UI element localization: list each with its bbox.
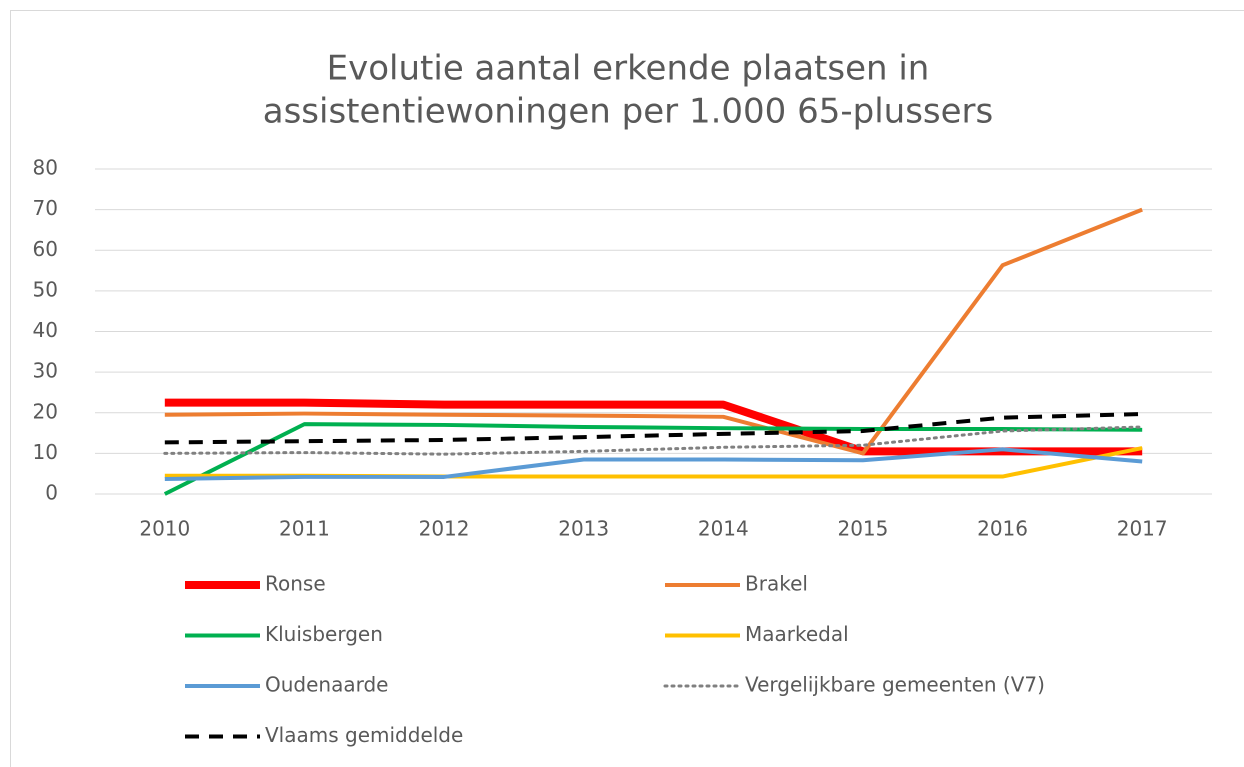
x-tick-label: 2010 [139, 517, 190, 541]
legend-label: Oudenaarde [265, 673, 388, 697]
y-tick-label: 60 [33, 237, 58, 261]
x-tick-label: 2012 [419, 517, 470, 541]
chart-frame [10, 10, 1244, 767]
legend-label: Maarkedal [745, 622, 849, 646]
x-tick-label: 2011 [279, 517, 330, 541]
series-line [163, 422, 1143, 496]
series-line [164, 411, 1143, 445]
y-tick-label: 10 [33, 440, 58, 464]
x-tick-label: 2013 [558, 517, 609, 541]
chart-title: assistentiewoningen per 1.000 65-plusser… [263, 92, 994, 132]
legend-label: Vergelijkbare gemeenten (V7) [745, 673, 1045, 697]
legend-label: Kluisbergen [265, 622, 383, 646]
y-tick-label: 0 [45, 481, 58, 505]
legend-label: Vlaams gemiddelde [265, 723, 463, 747]
x-tick-label: 2017 [1117, 517, 1168, 541]
legend-label: Brakel [745, 572, 808, 596]
x-tick-label: 2014 [698, 517, 749, 541]
y-tick-label: 30 [33, 359, 58, 383]
series-line [164, 207, 1143, 456]
x-tick-label: 2016 [977, 517, 1028, 541]
y-tick-label: 50 [33, 277, 58, 301]
x-tick-label: 2015 [837, 517, 888, 541]
legend-label: Ronse [265, 572, 326, 596]
y-tick-label: 40 [33, 318, 58, 342]
chart-title: Evolutie aantal erkende plaatsen in [327, 49, 930, 89]
y-tick-label: 70 [33, 196, 58, 220]
y-tick-label: 80 [33, 156, 58, 180]
y-tick-label: 20 [33, 399, 58, 423]
series-line [164, 447, 1143, 481]
series-line [163, 425, 1144, 456]
